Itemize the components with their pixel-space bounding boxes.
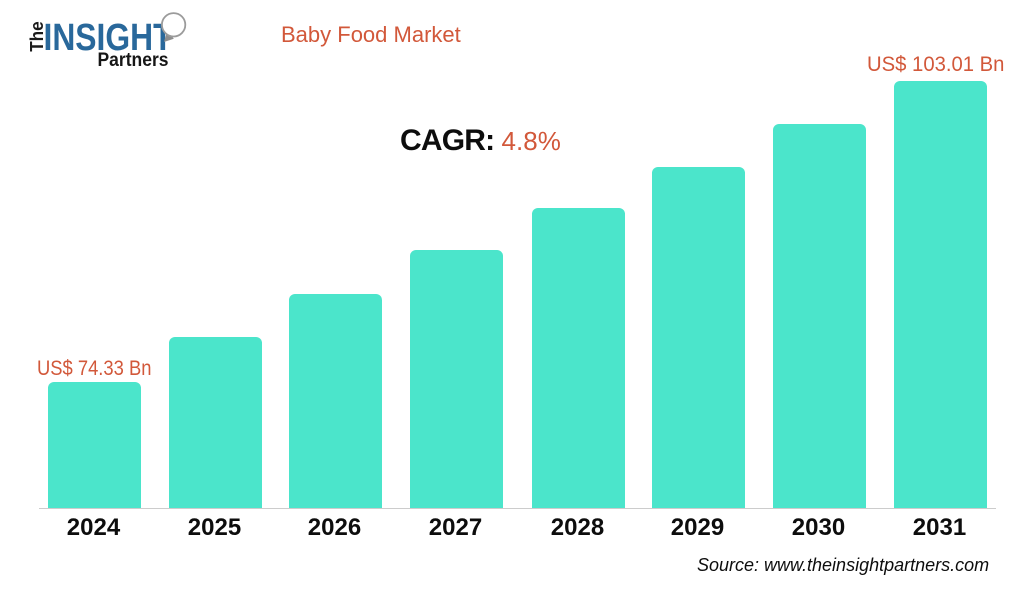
svg-text:Partners: Partners (98, 50, 169, 71)
svg-text:INSIGHT: INSIGHT (44, 16, 173, 58)
svg-text:The: The (27, 21, 47, 52)
